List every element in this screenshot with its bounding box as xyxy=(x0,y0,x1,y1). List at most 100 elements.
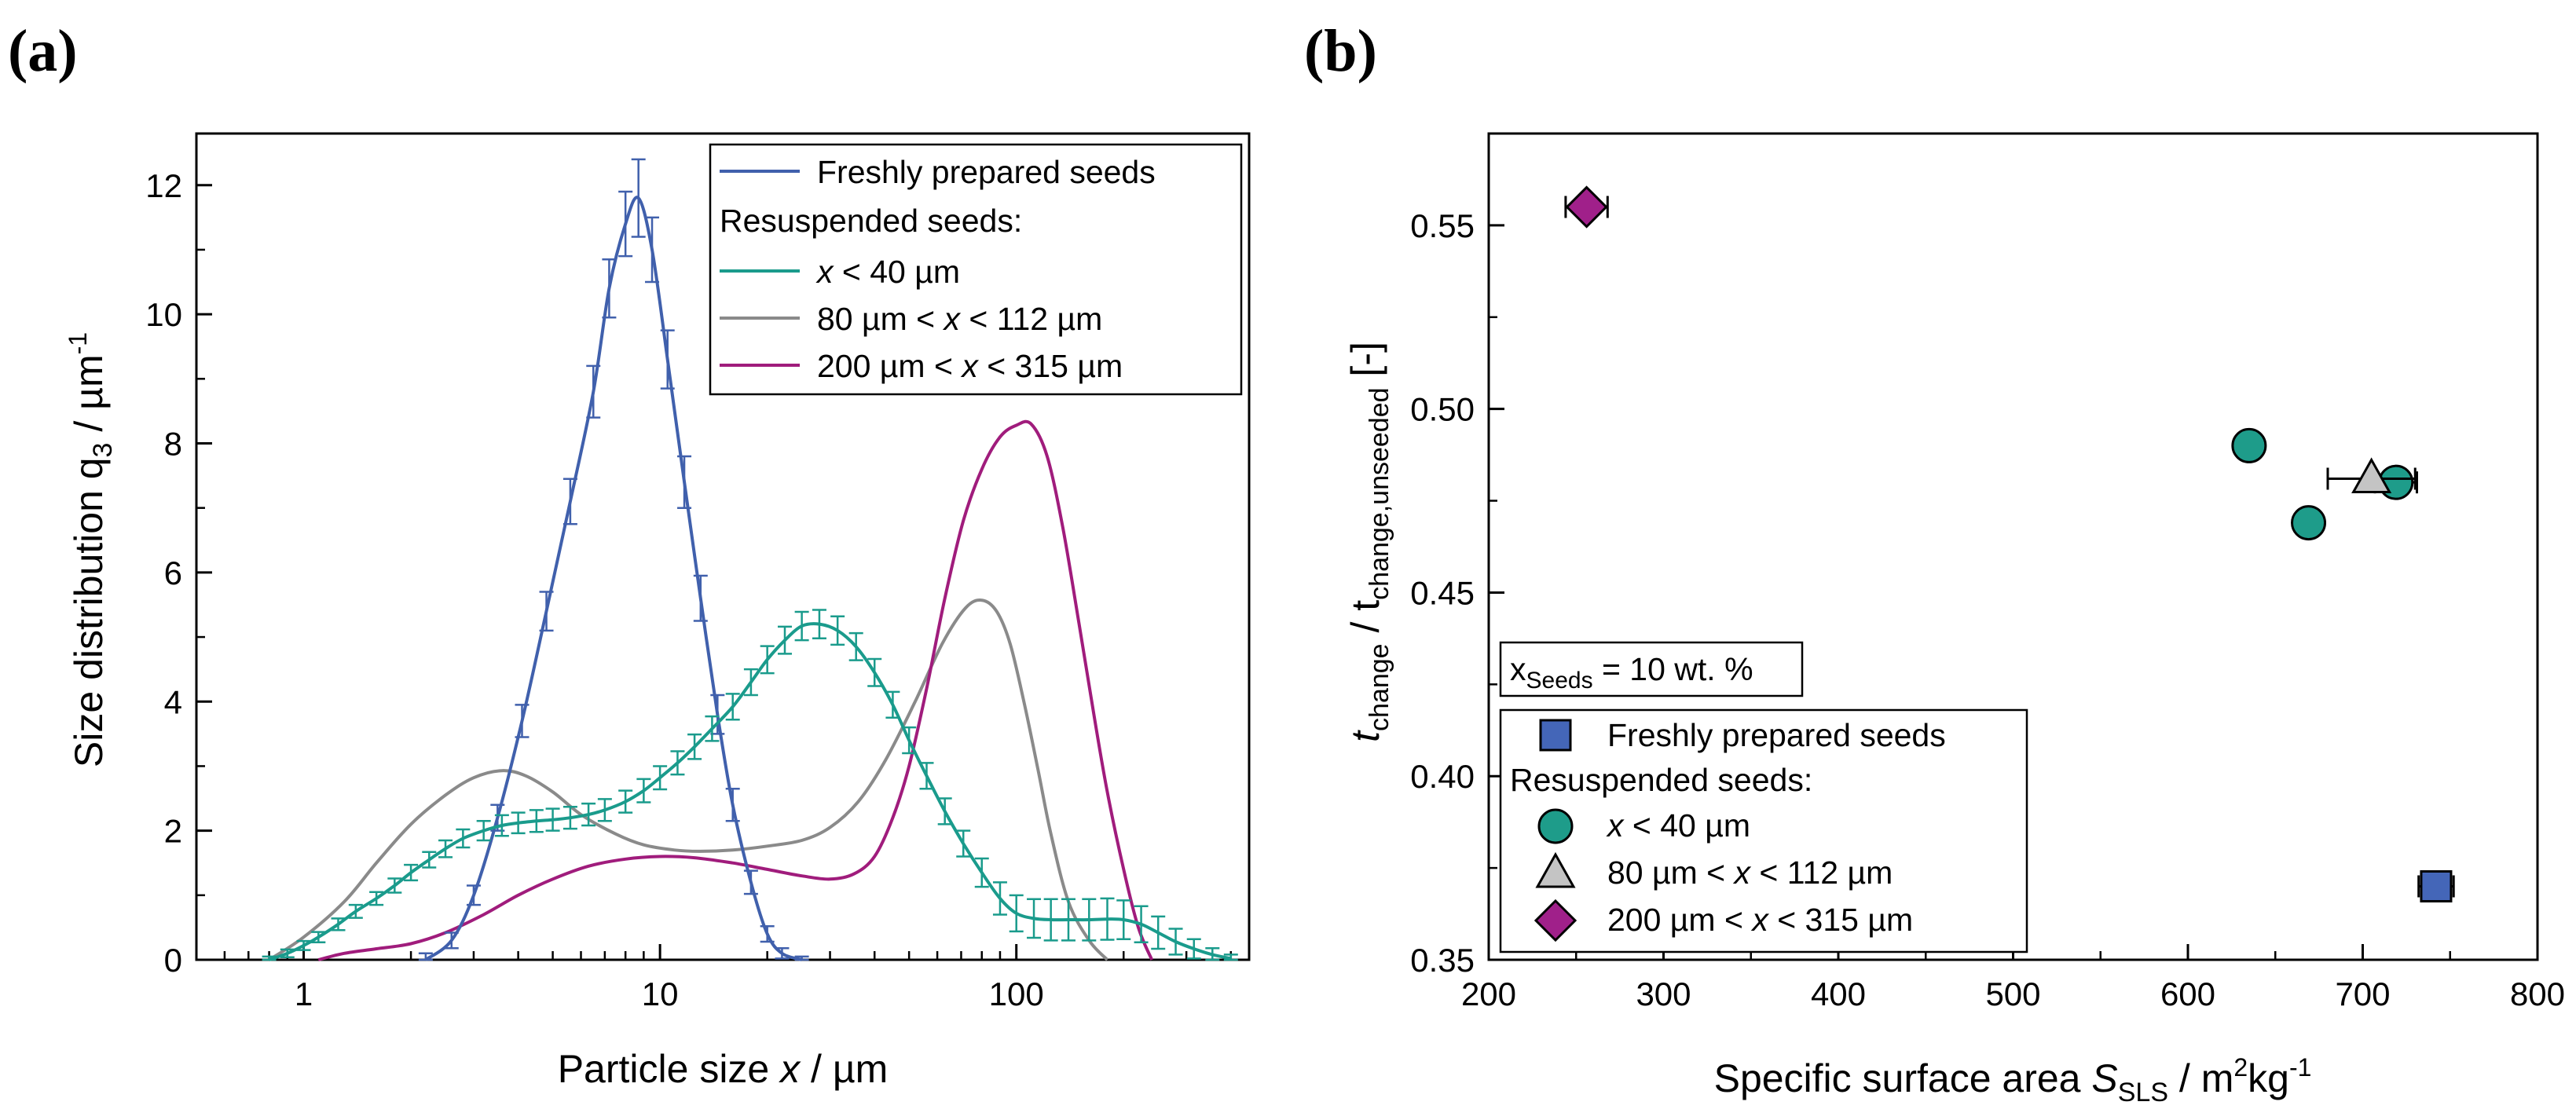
series-lt40 xyxy=(2231,427,2418,541)
x-title-prefix: Specific surface area xyxy=(1714,1056,2092,1100)
x-title-sup2: -1 xyxy=(2289,1053,2311,1082)
panel-b: (b) 200 300 400 500 600 700 800 0.35 0.40 0.45 0.… xyxy=(1304,18,2565,1107)
x-title-unit: / m xyxy=(2168,1056,2233,1100)
panel-b-annotation: xSeeds = 10 wt. % xyxy=(1499,641,1804,697)
y-tick-label: 0.45 xyxy=(1410,574,1475,611)
series-fresh xyxy=(2417,869,2455,902)
x-tick-label: 10 xyxy=(642,975,679,1012)
legend-marker-mid xyxy=(1535,851,1576,888)
x-tick-label: 100 xyxy=(989,975,1044,1012)
y-title-mid: / t xyxy=(1343,600,1387,644)
legend-header-resuspended: Resuspended seeds: xyxy=(720,203,1022,239)
annotation-sub: Seeds xyxy=(1526,668,1593,694)
legend-marker-large xyxy=(1534,899,1577,942)
legend-label-lt40: x < 40 µm xyxy=(815,254,960,290)
x-tick-label: 800 xyxy=(2510,975,2565,1012)
panel-b-x-axis: 200 300 400 500 600 700 800 xyxy=(1461,944,2565,1012)
annotation-box xyxy=(1499,641,1804,697)
x-tick-label: 200 xyxy=(1461,975,1516,1012)
y-title-main: Size distribution q xyxy=(67,457,111,767)
series-large xyxy=(1564,185,1609,229)
legend-part: < 40 µm xyxy=(834,254,961,290)
legend-label-lt40: x < 40 µm xyxy=(1606,807,1750,844)
legend-part: x xyxy=(1733,855,1752,891)
y-title-sub2: change,unseeded xyxy=(1365,387,1394,599)
panel-a-x-axis-title: Particle size x / µm xyxy=(558,1047,889,1091)
series-line-large xyxy=(317,419,1154,961)
legend-label-large: 200 µm < x < 315 µm xyxy=(817,348,1123,384)
x-tick-label: 700 xyxy=(2335,975,2390,1012)
legend-part: 200 µm < xyxy=(817,348,962,384)
series-mid xyxy=(2326,457,2417,494)
legend-part: 200 µm < xyxy=(1607,902,1752,938)
data-point-lt40 xyxy=(2231,427,2267,463)
y-tick-label: 4 xyxy=(164,683,182,720)
annotation-tail: = 10 wt. % xyxy=(1593,651,1753,687)
panel-a-label: (a) xyxy=(8,18,78,84)
y-tick-label: 12 xyxy=(145,167,182,204)
x-title-prefix: Particle size xyxy=(558,1047,780,1091)
y-title-sup: -1 xyxy=(64,332,92,354)
panel-b-legend: Freshly prepared seeds Resuspended seeds… xyxy=(1499,708,2028,953)
series-large xyxy=(317,419,1154,961)
series-lt40 xyxy=(262,609,1238,961)
legend-part: < 315 µm xyxy=(978,348,1123,384)
panel-b-legend-box xyxy=(1499,708,2028,953)
panel-b-plot-area xyxy=(1564,185,2455,902)
y-tick-label: 0.35 xyxy=(1410,942,1475,979)
legend-part: < 112 µm xyxy=(1750,855,1893,891)
series-mid xyxy=(268,598,1108,961)
panel-a-x-axis: 1 10 100 xyxy=(195,944,1233,1012)
legend-label-mid: 80 µm < x < 112 µm xyxy=(1607,855,1893,891)
legend-marker-lt40 xyxy=(1537,808,1574,844)
legend-label-mid: 80 µm < x < 112 µm xyxy=(817,301,1102,337)
y-title-sub: 3 xyxy=(88,443,118,458)
panel-a-y-axis: 0 2 4 6 8 10 12 xyxy=(145,167,212,979)
legend-marker-fresh xyxy=(1539,719,1572,752)
y-tick-label: 0.40 xyxy=(1410,758,1475,795)
x-title-symbol: S xyxy=(2091,1056,2117,1100)
legend-part: x xyxy=(943,301,962,337)
x-title-unit: / µm xyxy=(800,1047,888,1091)
y-tick-label: 0.55 xyxy=(1410,207,1475,244)
panel-a: (a) 1 10 100 0 2 4 6 8 10 12 Particle size x / µ… xyxy=(8,18,1251,1091)
panel-a-y-axis-title: Size distribution q3 / µm-1 xyxy=(64,332,118,767)
legend-part: < 315 µm xyxy=(1768,902,1913,938)
series-fresh xyxy=(418,158,809,961)
legend-part: x xyxy=(960,348,979,384)
series-line-mid xyxy=(268,598,1108,961)
x-title-sub: SLS xyxy=(2118,1078,2168,1107)
x-tick-label: 500 xyxy=(1985,975,2040,1012)
panel-a-frame xyxy=(195,132,1251,961)
legend-label-fresh: Freshly prepared seeds xyxy=(1607,717,1946,753)
y-title-unit: [-] xyxy=(1343,342,1387,387)
data-point-fresh xyxy=(2420,869,2453,902)
y-tick-label: 0 xyxy=(164,942,182,979)
x-title-sup: 2 xyxy=(2233,1053,2248,1082)
data-point-large xyxy=(1565,185,1608,229)
x-title-unit2: kg xyxy=(2248,1056,2289,1100)
legend-part: 80 µm < xyxy=(1607,855,1735,891)
y-tick-label: 2 xyxy=(164,813,182,850)
y-tick-label: 8 xyxy=(164,426,182,463)
x-tick-label: 300 xyxy=(1636,975,1691,1012)
x-tick-label: 400 xyxy=(1811,975,1866,1012)
annotation-text: xSeeds = 10 wt. % xyxy=(1510,651,1753,694)
panel-a-legend: Freshly prepared seeds Resuspended seeds… xyxy=(709,143,1243,396)
data-point-mid xyxy=(2351,457,2392,494)
panel-b-label: (b) xyxy=(1304,18,1377,84)
x-tick-label: 1 xyxy=(295,975,313,1012)
x-tick-label: 600 xyxy=(2160,975,2215,1012)
legend-part: x xyxy=(1606,807,1625,844)
legend-part: 80 µm < xyxy=(817,301,944,337)
panel-b-x-axis-title: Specific surface area SSLS / m2kg-1 xyxy=(1714,1053,2312,1107)
legend-part: x xyxy=(815,254,834,290)
legend-label-large: 200 µm < x < 315 µm xyxy=(1607,902,1913,938)
y-title-unit: / µm xyxy=(67,354,111,442)
data-point-lt40 xyxy=(2291,505,2327,541)
legend-part: < 112 µm xyxy=(960,301,1102,337)
legend-part: < 40 µm xyxy=(1624,807,1751,844)
y-tick-label: 0.50 xyxy=(1410,391,1475,428)
legend-header-resuspended: Resuspended seeds: xyxy=(1510,762,1812,798)
